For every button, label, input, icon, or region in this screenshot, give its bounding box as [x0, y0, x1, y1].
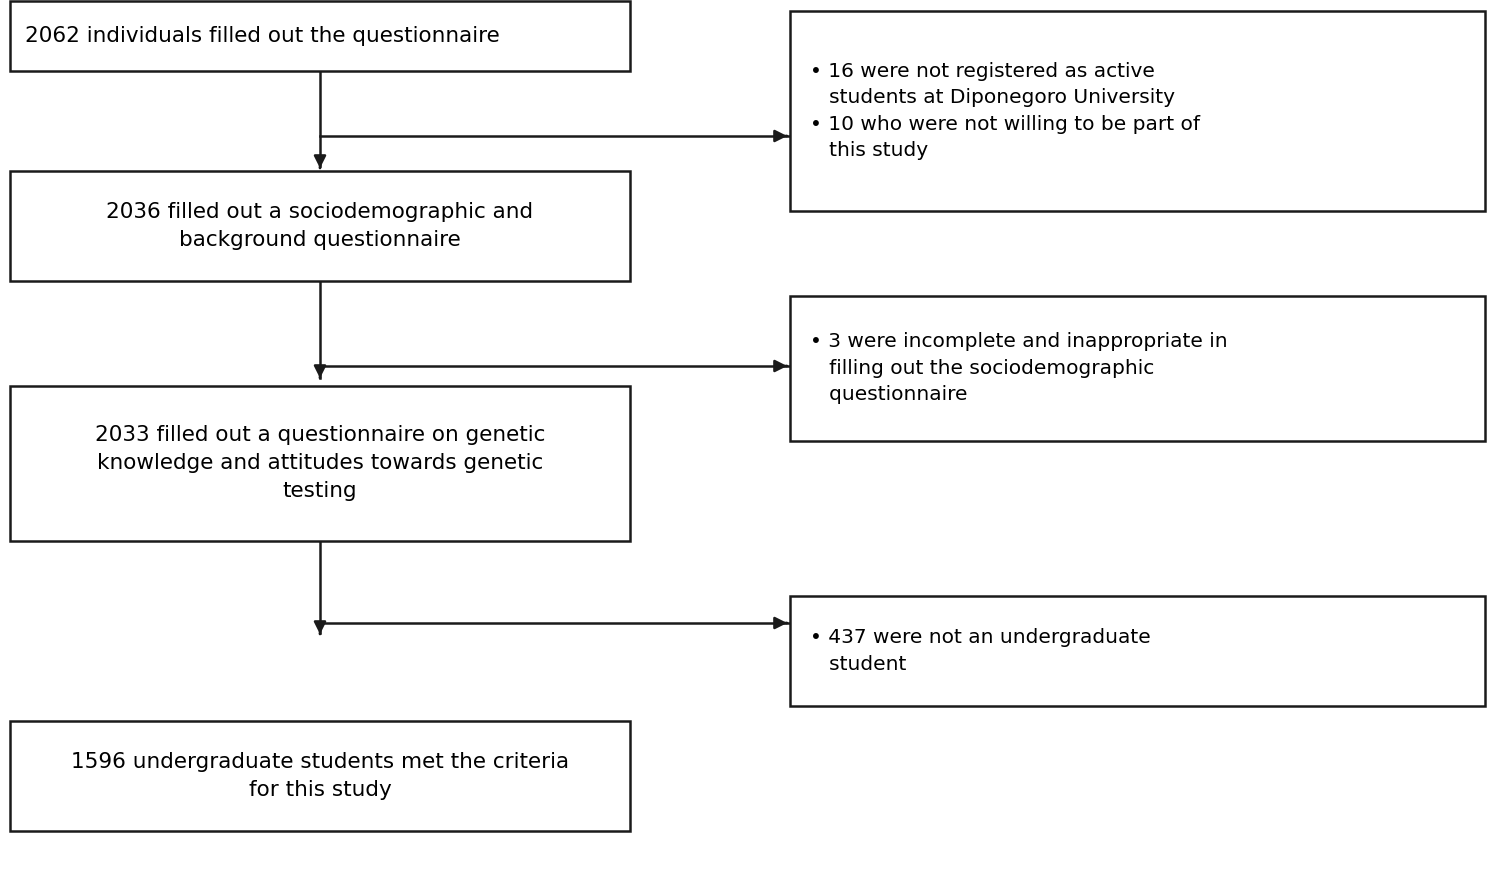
- Text: 2033 filled out a questionnaire on genetic
knowledge and attitudes towards genet: 2033 filled out a questionnaire on genet…: [95, 425, 545, 501]
- Bar: [790, 596, 1485, 706]
- Bar: [11, 171, 629, 281]
- Text: 2062 individuals filled out the questionnaire: 2062 individuals filled out the question…: [26, 26, 500, 46]
- Bar: [790, 296, 1485, 441]
- Bar: [11, 386, 629, 541]
- Text: 2036 filled out a sociodemographic and
background questionnaire: 2036 filled out a sociodemographic and b…: [107, 202, 533, 250]
- Bar: [11, 721, 629, 831]
- Text: • 16 were not registered as active
   students at Diponegoro University
• 10 who: • 16 were not registered as active stude…: [810, 62, 1200, 160]
- Text: 1596 undergraduate students met the criteria
for this study: 1596 undergraduate students met the crit…: [71, 752, 569, 800]
- Bar: [790, 11, 1485, 211]
- Bar: [11, 1, 629, 71]
- Text: • 3 were incomplete and inappropriate in
   filling out the sociodemographic
   : • 3 were incomplete and inappropriate in…: [810, 332, 1227, 404]
- Text: • 437 were not an undergraduate
   student: • 437 were not an undergraduate student: [810, 628, 1151, 674]
